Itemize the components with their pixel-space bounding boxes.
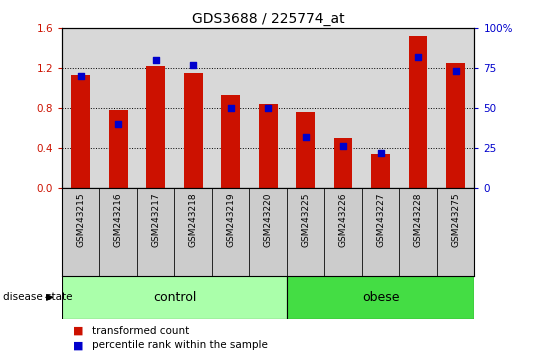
Bar (362, 188, 399, 276)
Bar (437, 188, 474, 276)
Bar (287, 276, 474, 319)
Bar (259, 104, 278, 188)
Text: GSM243225: GSM243225 (301, 192, 310, 246)
Text: GSM243219: GSM243219 (226, 192, 235, 247)
Point (376, 150, 385, 155)
Bar (62, 276, 287, 319)
Bar (409, 36, 427, 188)
Bar (222, 95, 240, 188)
Bar (287, 188, 324, 276)
Point (151, 57, 160, 63)
Bar (100, 188, 137, 276)
Text: GSM243217: GSM243217 (151, 192, 160, 247)
Text: GSM243215: GSM243215 (76, 192, 85, 247)
Point (339, 143, 348, 149)
Text: ■: ■ (73, 340, 83, 350)
Text: GSM243228: GSM243228 (413, 192, 423, 246)
Text: GSM243227: GSM243227 (376, 192, 385, 246)
Bar (137, 188, 175, 276)
Point (451, 69, 460, 74)
Point (264, 105, 273, 111)
Text: GSM243275: GSM243275 (451, 192, 460, 247)
Point (414, 54, 423, 60)
Point (301, 134, 310, 139)
Title: GDS3688 / 225774_at: GDS3688 / 225774_at (192, 12, 344, 26)
Point (189, 62, 197, 68)
Point (114, 121, 122, 127)
Bar (146, 66, 165, 188)
Text: obese: obese (362, 291, 399, 304)
Bar (250, 188, 287, 276)
Bar (446, 63, 465, 188)
Bar (371, 154, 390, 188)
Text: GSM243218: GSM243218 (189, 192, 198, 247)
Text: disease state: disease state (3, 292, 72, 302)
Bar (184, 73, 203, 188)
Point (77, 73, 85, 79)
Text: GSM243226: GSM243226 (338, 192, 348, 246)
Text: control: control (153, 291, 196, 304)
Bar (175, 188, 212, 276)
Bar (296, 112, 315, 188)
Bar (71, 75, 90, 188)
Bar (62, 188, 100, 276)
Bar (212, 188, 250, 276)
Text: GSM243216: GSM243216 (114, 192, 123, 247)
Bar (334, 138, 353, 188)
Text: transformed count: transformed count (92, 326, 189, 336)
Text: ■: ■ (73, 326, 83, 336)
Bar (324, 188, 362, 276)
Text: percentile rank within the sample: percentile rank within the sample (92, 340, 267, 350)
Bar (109, 110, 128, 188)
Point (226, 105, 235, 111)
Bar (399, 188, 437, 276)
Text: GSM243220: GSM243220 (264, 192, 273, 246)
